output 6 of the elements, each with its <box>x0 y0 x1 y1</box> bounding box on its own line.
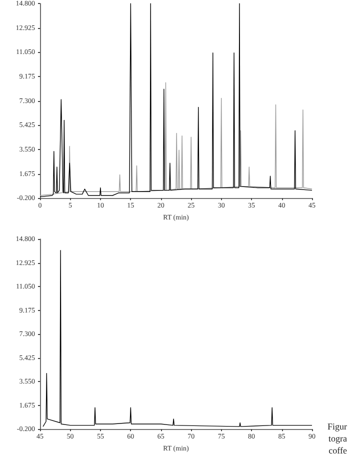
text: coffe <box>328 446 348 456</box>
line-series <box>40 3 312 198</box>
line-series <box>42 250 312 427</box>
text: Figur <box>327 422 348 432</box>
line-series <box>40 82 312 196</box>
text: togra <box>328 434 348 444</box>
